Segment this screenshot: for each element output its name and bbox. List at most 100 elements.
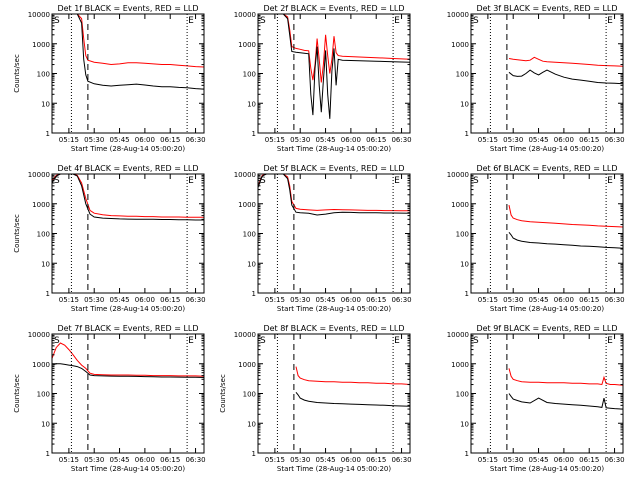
y-tick-label: 10 [41, 100, 50, 108]
y-tick-label: 1 [465, 450, 469, 458]
start-marker-label: S [260, 176, 266, 186]
x-tick-label: 06:00 [341, 456, 361, 464]
panel-frame [51, 333, 205, 454]
y-tick-label: 10000 [234, 11, 256, 19]
x-tick-label: 06:30 [391, 136, 411, 144]
panel-frame [257, 173, 411, 294]
x-tick-label: 06:00 [135, 296, 155, 304]
y-tick-label: 1000 [238, 361, 256, 369]
y-tick-label: 100 [37, 391, 50, 399]
x-tick-label: 05:45 [528, 136, 548, 144]
start-marker-label: S [260, 336, 266, 346]
series-line [508, 56, 623, 67]
x-tick-label: 06:30 [604, 136, 624, 144]
x-tick-label: 05:30 [503, 136, 523, 144]
x-tick-label: 06:15 [579, 136, 599, 144]
x-tick-label: 05:30 [503, 456, 523, 464]
panel-frame [470, 173, 624, 294]
y-tick-label: 10000 [447, 171, 469, 179]
y-tick-label: 100 [243, 231, 256, 239]
y-tick-label: 10000 [447, 11, 469, 19]
y-tick-label: 10000 [28, 331, 50, 339]
x-tick-label: 05:15 [265, 456, 285, 464]
x-tick-label: 05:45 [109, 296, 129, 304]
panel-title: Det 8f BLACK = Events, RED = LLD [263, 324, 404, 333]
y-tick-label: 100 [37, 231, 50, 239]
detector-panel: Det 3f BLACK = Events, RED = LLD S E 1 10 100… [447, 4, 625, 153]
y-tick-label: 1000 [451, 41, 469, 49]
x-tick-label: 05:15 [265, 296, 285, 304]
end-marker-label: E [607, 16, 613, 26]
x-axis-label: Start Time (28-Aug-14 05:00:20) [71, 145, 185, 153]
series-line [52, 14, 204, 68]
x-tick-label: 06:15 [366, 456, 386, 464]
x-tick-label: 06:15 [579, 296, 599, 304]
start-marker-label: S [54, 16, 60, 26]
x-tick-label: 06:30 [185, 136, 205, 144]
panel-frame [51, 13, 205, 134]
end-marker-label: E [188, 176, 194, 186]
y-tick-label: 100 [456, 71, 469, 79]
x-tick-label: 06:30 [185, 296, 205, 304]
x-axis-label: Start Time (28-Aug-14 05:00:20) [490, 145, 604, 153]
detector-panel: Det 4f BLACK = Events, RED = LLD S E 1 10 100… [13, 164, 206, 313]
x-tick-label: 06:00 [554, 136, 574, 144]
end-marker-label: E [394, 336, 400, 346]
x-tick-label: 06:15 [160, 296, 180, 304]
x-tick-label: 06:30 [391, 296, 411, 304]
y-tick-label: 1 [252, 450, 256, 458]
series-line [295, 391, 410, 407]
y-tick-label: 1000 [32, 201, 50, 209]
y-tick-label: 10 [247, 100, 256, 108]
start-marker-label: S [54, 336, 60, 346]
y-tick-label: 100 [456, 391, 469, 399]
x-tick-label: 06:00 [341, 296, 361, 304]
y-tick-label: 100 [243, 391, 256, 399]
y-tick-label: 10 [41, 260, 50, 268]
detector-panel: Det 9f BLACK = Events, RED = LLD S E 1 10 100… [447, 324, 625, 473]
panel-data [258, 174, 410, 216]
y-tick-label: 10000 [234, 171, 256, 179]
end-marker-label: E [188, 336, 194, 346]
start-marker-label: S [260, 16, 266, 26]
detector-panel: Det 2f BLACK = Events, RED = LLD S E 1 10 100… [234, 4, 412, 153]
series-line [258, 14, 410, 83]
y-tick-label: 1 [46, 450, 50, 458]
y-axis-label: Counts/sec [13, 374, 21, 413]
y-axis-label: Counts/sec [13, 214, 21, 253]
panel-data [52, 14, 204, 90]
x-tick-label: 05:30 [84, 136, 104, 144]
y-tick-label: 1 [465, 290, 469, 298]
panel-data [258, 14, 410, 119]
end-marker-label: E [607, 176, 613, 186]
y-tick-label: 1 [46, 290, 50, 298]
x-tick-label: 06:00 [135, 136, 155, 144]
x-tick-label: 06:30 [604, 296, 624, 304]
panel-frame [470, 333, 624, 454]
series-line [508, 231, 623, 249]
x-tick-label: 05:30 [84, 456, 104, 464]
series-line [52, 14, 204, 90]
end-marker-label: E [394, 176, 400, 186]
x-tick-label: 06:30 [185, 456, 205, 464]
panel-title: Det 9f BLACK = Events, RED = LLD [476, 324, 617, 333]
x-tick-label: 06:00 [135, 456, 155, 464]
y-tick-label: 1 [46, 130, 50, 138]
y-tick-label: 10000 [28, 171, 50, 179]
x-tick-label: 06:15 [160, 136, 180, 144]
panel-data [508, 204, 623, 249]
series-line [52, 174, 204, 221]
panel-data [295, 366, 410, 407]
y-tick-label: 1000 [451, 361, 469, 369]
series-line [258, 174, 410, 216]
panel-frame [257, 13, 411, 134]
y-tick-label: 10 [460, 260, 469, 268]
y-tick-label: 10000 [447, 331, 469, 339]
series-line [295, 366, 410, 385]
panel-data [52, 342, 204, 378]
detector-panel: Det 1f BLACK = Events, RED = LLD S E 1 10 100… [13, 4, 206, 153]
x-tick-label: 05:45 [315, 136, 335, 144]
x-tick-label: 05:30 [290, 136, 310, 144]
x-tick-label: 05:45 [109, 136, 129, 144]
